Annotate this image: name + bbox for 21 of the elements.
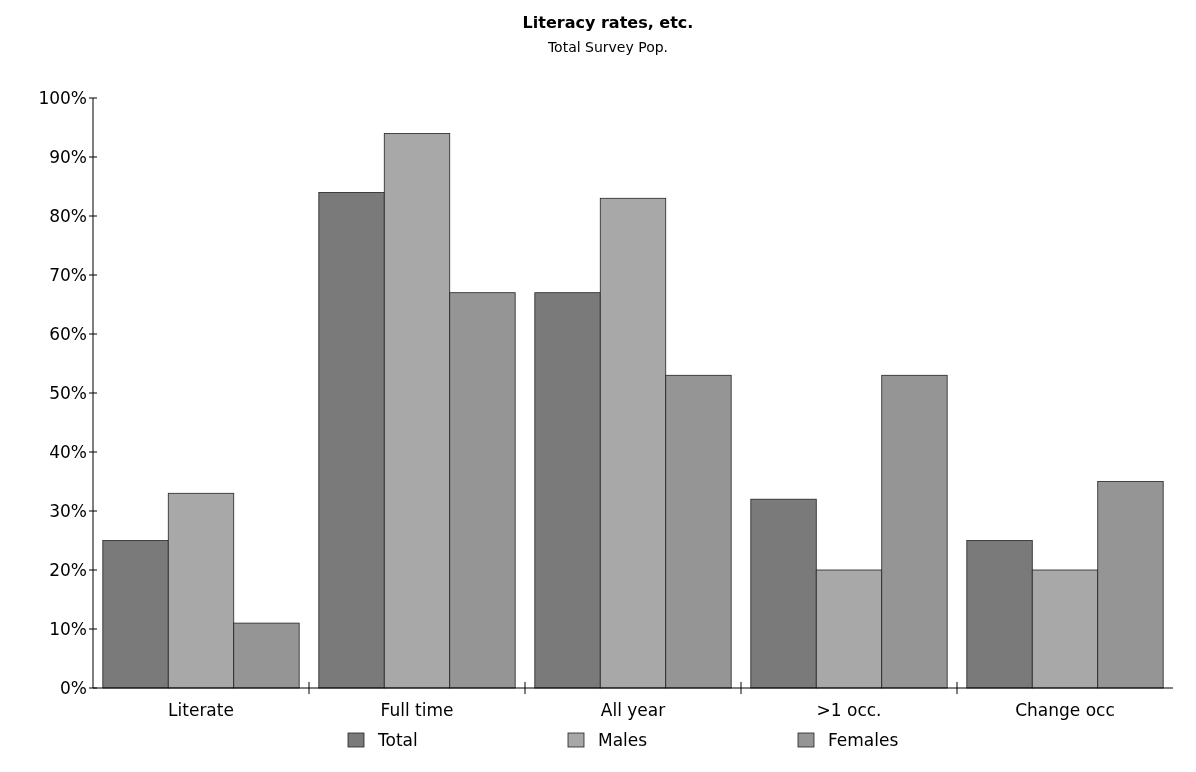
x-tick-label: Literate <box>168 700 234 720</box>
y-tick-label: 0% <box>60 677 87 698</box>
chart-title: Literacy rates, etc. <box>522 13 694 32</box>
x-tick-label: Change occ <box>1015 700 1115 720</box>
y-tick-label: 70% <box>49 264 87 285</box>
y-tick-label: 60% <box>49 323 87 344</box>
y-tick-label: 80% <box>49 205 87 226</box>
y-tick-label: 100% <box>38 87 87 108</box>
y-tick-label: 90% <box>49 146 87 167</box>
legend-label: Males <box>598 730 648 750</box>
y-tick-label: 20% <box>49 559 87 580</box>
x-tick-label: Full time <box>380 700 454 720</box>
legend-label: Females <box>828 730 899 750</box>
y-tick-label: 50% <box>49 382 87 403</box>
x-tick-label: >1 occ. <box>816 700 882 720</box>
y-tick-label: 10% <box>49 618 87 639</box>
legend-label: Total <box>377 730 418 750</box>
chart-subtitle: Total Survey Pop. <box>546 39 669 55</box>
y-tick-label: 40% <box>49 441 87 462</box>
y-tick-label: 30% <box>49 500 87 521</box>
x-tick-label: All year <box>600 700 666 720</box>
